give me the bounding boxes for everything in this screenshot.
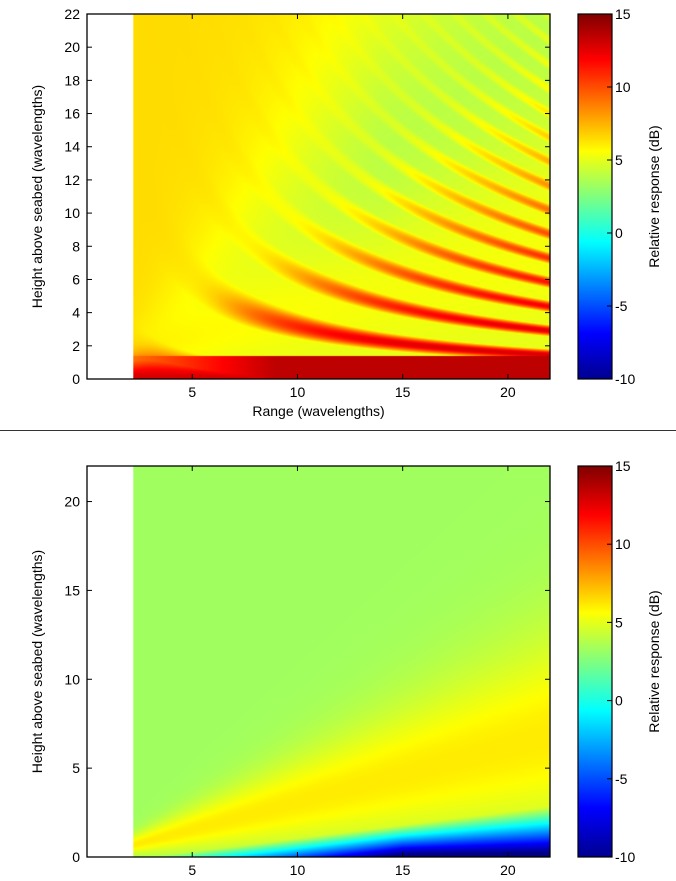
y-tick-label: 0 (72, 849, 80, 865)
y-tick-label: 0 (72, 371, 80, 387)
y-tick-label: 20 (64, 494, 80, 510)
y-axis-label: Height above seabed (wavelengths) (29, 550, 45, 773)
colorbar-tick-label: 5 (615, 152, 623, 168)
colorbar-tick-label: 10 (615, 79, 631, 95)
plot-frame (86, 465, 551, 858)
x-tick-label: 10 (290, 384, 306, 400)
y-tick-label: 18 (64, 72, 80, 88)
y-tick-label: 22 (64, 6, 80, 22)
heatmap-image (133, 14, 551, 379)
x-tick-label: 5 (188, 384, 196, 400)
y-tick-label: 6 (72, 271, 80, 287)
y-tick-label: 4 (72, 305, 80, 321)
colorbar-tick-label: 0 (615, 693, 623, 709)
y-tick-label: 14 (64, 139, 80, 155)
y-tick-label: 2 (72, 338, 80, 354)
x-tick-label: 10 (290, 862, 306, 878)
chart-panel-2: 510152005101520Range (wavelengths)Height… (29, 458, 662, 878)
colorbar-tick-label: 5 (615, 614, 623, 630)
y-tick-label: 15 (64, 582, 80, 598)
panel-divider (0, 430, 676, 431)
y-tick-label: 5 (72, 760, 80, 776)
y-axis-label: Height above seabed (wavelengths) (29, 85, 45, 308)
colorbar-label: Relative response (dB) (646, 125, 662, 267)
chart-panel-1: 5 10 15 20 0 2 4 6 8 10 12 14 16 18 20 22 Range (wavelen… (29, 6, 662, 419)
colorbar-tick-label: -10 (615, 849, 635, 865)
colorbar-tick-label: 10 (615, 536, 631, 552)
y-tick-label: 20 (64, 39, 80, 55)
colorbar (577, 465, 613, 858)
plot-frame (86, 13, 551, 380)
colorbar-tick-label: 15 (615, 458, 631, 474)
x-tick-label: 20 (500, 384, 516, 400)
x-tick-label: 15 (395, 862, 411, 878)
x-axis-label: Range (wavelengths) (252, 403, 384, 419)
y-tick-label: 8 (72, 238, 80, 254)
y-tick-label: 16 (64, 106, 80, 122)
y-tick-label: 10 (64, 671, 80, 687)
colorbar-tick-label: -10 (615, 371, 635, 387)
heatmap-image (133, 466, 551, 857)
x-tick-label: 20 (500, 862, 516, 878)
colorbar-tick-label: -5 (615, 771, 628, 787)
colorbar-tick-label: -5 (615, 298, 628, 314)
colorbar-label: Relative response (dB) (646, 590, 662, 732)
y-tick-label: 10 (64, 205, 80, 221)
x-tick-label: 15 (395, 384, 411, 400)
colorbar (577, 13, 613, 380)
x-tick-label: 5 (188, 862, 196, 878)
colorbar-tick-label: 15 (615, 6, 631, 22)
colorbar-tick-label: 0 (615, 225, 623, 241)
y-tick-label: 12 (64, 172, 80, 188)
